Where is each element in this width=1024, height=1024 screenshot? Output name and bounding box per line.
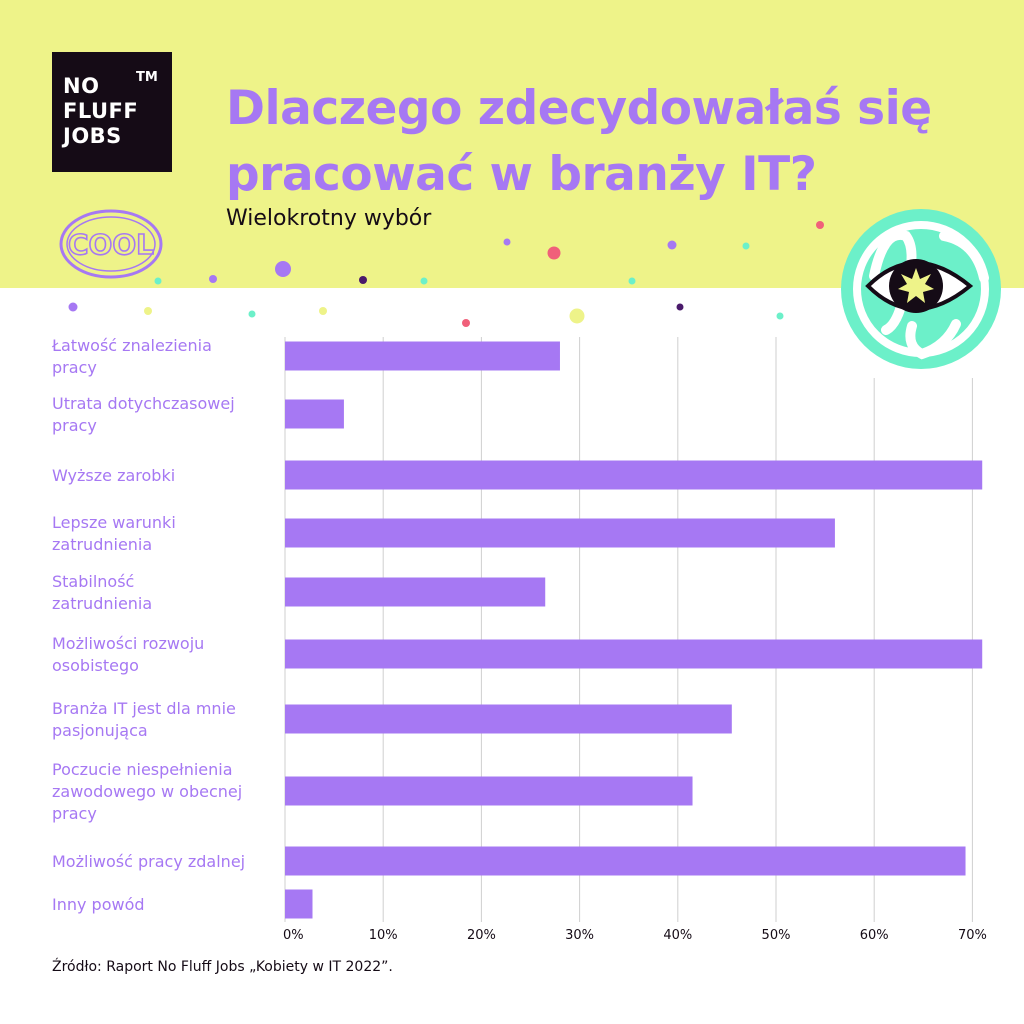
category-label: Lepsze warunki — [52, 513, 176, 532]
eye-badge — [841, 209, 1001, 369]
category-label: Łatwość znalezienia — [51, 336, 212, 355]
category-label: pasjonująca — [52, 721, 148, 740]
category-label: zatrudnienia — [52, 594, 152, 613]
bar — [285, 460, 983, 490]
x-tick-label: 20% — [467, 928, 496, 943]
x-tick-label: 40% — [663, 928, 692, 943]
category-label: Utrata dotychczasowej — [52, 394, 235, 413]
page-subtitle: Wielokrotny wybór — [226, 206, 432, 231]
category-label: Możliwości rozwoju — [52, 634, 204, 653]
bar — [285, 341, 560, 371]
category-label: Wyższe zarobki — [52, 466, 175, 485]
category-label: Możliwość pracy zdalnej — [52, 852, 245, 871]
category-label: pracy — [52, 358, 97, 377]
x-tick-label: 70% — [958, 928, 987, 943]
category-labels: Łatwość znalezienia pracy Utrata dotychcza… — [51, 336, 245, 914]
logo-line-2: FLUFF — [63, 99, 139, 123]
source-note: Źródło: Raport No Fluff Jobs „Kobiety w … — [52, 959, 393, 975]
x-tick-label: 30% — [565, 928, 594, 943]
cool-badge-text: COOL — [68, 228, 154, 261]
category-label: pracy — [52, 804, 97, 823]
category-label: Inny powód — [52, 895, 145, 914]
x-tick-label: 0% — [283, 928, 304, 943]
bar — [285, 704, 732, 734]
grid-lines — [284, 337, 973, 922]
category-label: pracy — [52, 416, 97, 435]
x-tick-label: 50% — [762, 928, 791, 943]
bar — [285, 518, 835, 548]
eye-icon — [865, 259, 974, 313]
bar — [285, 577, 546, 607]
bars — [285, 341, 983, 919]
x-tick-label: 60% — [860, 928, 889, 943]
x-tick-label: 10% — [369, 928, 398, 943]
bar — [285, 639, 983, 669]
category-label: zatrudnienia — [52, 535, 152, 554]
category-label: osobistego — [52, 656, 139, 675]
confetti-dots — [68, 221, 824, 327]
category-label: Branża IT jest dla mnie — [52, 699, 236, 718]
category-label: Stabilność — [52, 572, 134, 591]
page-title: Dlaczego zdecydowałaś się pracować w bra… — [226, 81, 932, 202]
logo-trademark: TM — [136, 70, 158, 85]
bar — [285, 846, 966, 876]
logo: NO FLUFF JOBS TM — [52, 52, 172, 172]
bar — [285, 776, 693, 806]
bar — [285, 399, 344, 429]
logo-line-3: JOBS — [63, 124, 122, 148]
category-label: Poczucie niespełnienia — [52, 760, 233, 779]
category-label: zawodowego w obecnej — [52, 782, 242, 801]
x-axis-ticks: 0% 10% 20% 30% 40% 50% 60% 70% — [283, 928, 987, 943]
cool-badge: COOL — [59, 209, 163, 279]
logo-line-1: NO — [63, 74, 100, 98]
bar — [285, 889, 313, 919]
